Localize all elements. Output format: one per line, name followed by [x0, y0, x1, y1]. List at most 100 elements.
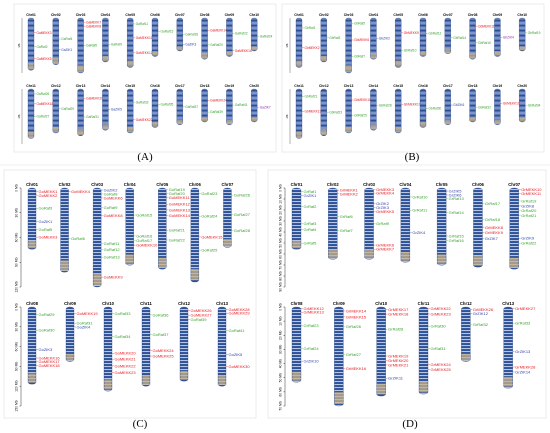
chromosome-bar [419, 17, 427, 57]
chromosome-name: Chr16 [150, 84, 160, 88]
chromosome-band [395, 60, 401, 67]
chromosome-name: Chr13 [344, 84, 354, 88]
panel-frame [267, 169, 547, 419]
chromosome-chr06: Chr06 GoRaf23 GoRaf24 GoMEKK15 GoRaf25 [189, 182, 223, 283]
gene-label: GaRaf11 [136, 22, 149, 26]
gene-label: GrMEKK22 [431, 306, 452, 311]
chromosome-name: Chr14 [369, 84, 379, 88]
chromosome-band [370, 53, 377, 59]
scale-tick-label: 90 Mb [15, 362, 19, 372]
chromosome-bar [190, 187, 200, 283]
gene-label: GaRaf15 [161, 30, 174, 34]
chromosome-chr15: Chr15 GaRaf33 GaMEKK22 [125, 84, 153, 134]
scale-tick-label: 90 Mb [279, 282, 283, 292]
gene-label: GoRaf37 [153, 332, 170, 337]
chromosome-band [469, 117, 476, 122]
gene-label: GoMEKK14 [169, 213, 191, 218]
chromosome-chr12: Chr12 GaRaf29 [51, 84, 74, 134]
chromosome-chr18: Chr18 GbRaf32 [468, 84, 491, 123]
chromosome-bar [27, 17, 35, 71]
gene-label: GaMEKK14 [210, 28, 227, 32]
gene-label: GrRaf5 [304, 241, 318, 246]
chromosome-band [142, 375, 150, 385]
scale-tick-label: 60 Mb [279, 387, 283, 397]
scale-tick-label: 120 Mb [15, 380, 19, 391]
chromosome-name: Chr18 [468, 84, 478, 88]
gene-label: GrMEKK13 [304, 310, 325, 315]
chromosome-bar [125, 187, 134, 266]
chromosome-chr05: Chr05 GbMEKK9 GbRaf10 [393, 13, 419, 68]
chromosome-bar [141, 306, 151, 387]
chromosome-band [420, 51, 426, 56]
chromosome-band [77, 129, 84, 135]
scale-tick-label: 30 Mb [15, 322, 19, 332]
chromosome-chr04: Chr04 GbZIK2 [369, 13, 390, 60]
gene-label: GoMEKK11 [169, 195, 191, 200]
gene-label: GbRaf7 [354, 55, 365, 59]
gene-label: GrMEKK27 [515, 306, 536, 311]
gene-label: GoRaf19 [169, 187, 186, 192]
scale-tick-label: 10 Mb [279, 194, 283, 204]
gene-label: GrZIK2 [376, 201, 390, 206]
gene-label: GrMEKK24 [431, 362, 452, 367]
chromosome-bar [201, 88, 208, 123]
gene-label: GoRaf16 [136, 233, 153, 238]
chromosome-name: Chr10 [375, 301, 388, 306]
scale-tick-label: 60 Mb [15, 342, 19, 352]
chromosome-bar [201, 17, 208, 60]
chromosome-name: Chr05 [125, 13, 135, 17]
gene-label: GrMEKK5 [376, 209, 395, 214]
chromosome-bar [320, 88, 327, 136]
gene-marker [337, 192, 340, 195]
chromosome-chr19: Chr19 GaRaf41 [225, 84, 248, 125]
chromosome-band [376, 383, 386, 395]
chromosome-bar [370, 17, 377, 60]
gene-label: GoMEKK26 [191, 308, 213, 313]
chromosome-bar [151, 88, 159, 128]
gene-label: GaZIK3 [185, 43, 196, 47]
chromosome-bar [444, 17, 451, 54]
gene-label: GrZIK5 [449, 188, 463, 193]
gene-label: GrRaf14 [449, 210, 465, 215]
scale-tick-label: 70 Mb [279, 260, 283, 270]
gene-label: GoMEKK3 [39, 235, 59, 240]
gene-label: GbRaf12 [429, 32, 442, 36]
panel-label: (A) [137, 151, 153, 163]
chromosome-name: Chr09 [333, 301, 346, 306]
chromosome-band [510, 257, 519, 268]
gene-label: GaRaf35 [161, 103, 174, 107]
scale-tick-label: 20 Mb [279, 205, 283, 215]
gene-label: GoRaf23 [201, 191, 218, 196]
chromosome-band [345, 65, 352, 72]
chromosome-band [28, 240, 36, 249]
gene-label: GrRaf10 [412, 194, 428, 199]
chromosome-name: Chr01 [294, 13, 304, 17]
chromosome-bar [127, 88, 134, 134]
chromosome-bar [103, 306, 113, 392]
gene-label: GoRaf5 [39, 227, 54, 232]
gene-label: GrMEKK16 [346, 366, 367, 371]
chromosome-chr20: Chr20 GbRaf34 [517, 84, 541, 123]
chromosome-chr13: Chr13 GbMEKK15 GbRaf25 [344, 84, 371, 134]
gene-label: GrRaf19 [521, 198, 537, 203]
gene-label: GbMEKK19 [503, 101, 520, 105]
chromosome-bar [370, 88, 377, 131]
gene-label: GrZIK1 [304, 193, 318, 198]
gene-label: GrMEKK18 [388, 312, 409, 317]
gene-label: GbMEKK13 [305, 109, 322, 113]
gene-label: GbMEKK11 [478, 24, 495, 28]
gene-label: GoRaf27 [234, 212, 251, 217]
chromosome-band [126, 254, 134, 264]
chromosome-name: Chr04 [124, 182, 137, 187]
chromosome-name: Chr12 [51, 84, 61, 88]
scale-tick-label: 120 Mb [15, 281, 19, 292]
gene-label: GrMEKK21 [388, 362, 409, 367]
gene-label: GaRaf2 [37, 45, 48, 49]
chromosome-chr14: Chr14 GaZIK5 [101, 84, 122, 131]
panel-frame [3, 169, 257, 419]
chromosome-band [364, 249, 374, 258]
